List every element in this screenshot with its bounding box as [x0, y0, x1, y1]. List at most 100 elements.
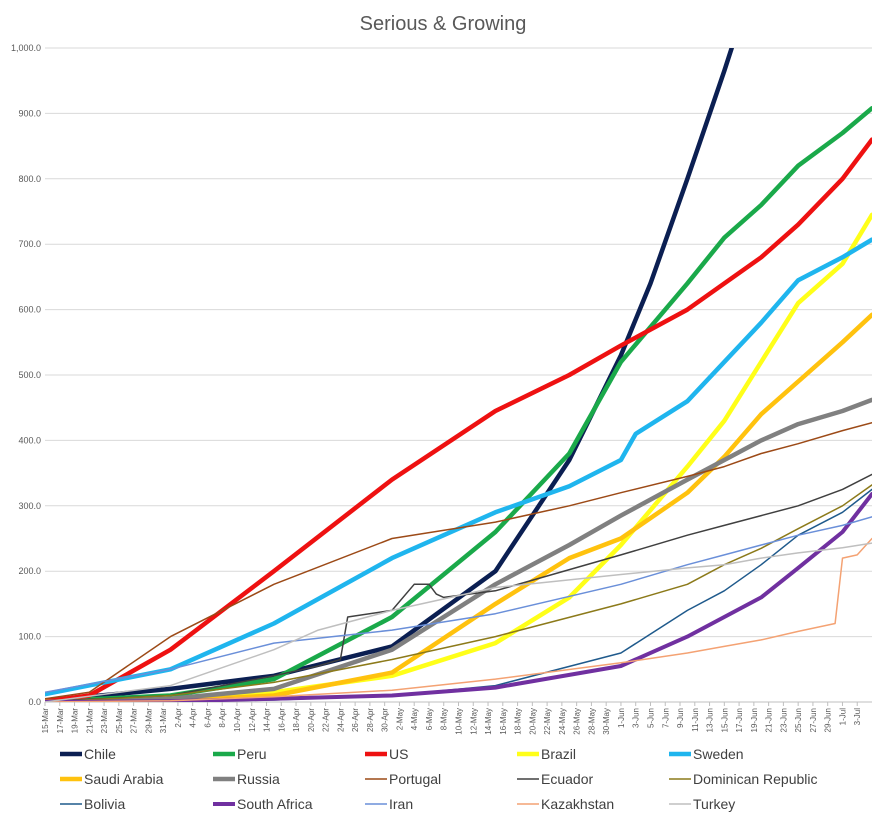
x-tick-label: 12-Apr — [248, 708, 257, 732]
x-tick-label: 27-Jun — [809, 708, 818, 732]
legend-label-kazakhstan: Kazakhstan — [541, 796, 614, 812]
series-line-russia — [45, 397, 872, 702]
x-tick-label: 30-May — [602, 708, 611, 735]
x-tick-label: 17-Mar — [56, 708, 65, 734]
x-tick-label: 13-Jun — [706, 708, 715, 732]
x-tick-label: 15-Mar — [41, 708, 50, 734]
y-tick-label: 0.0 — [28, 697, 41, 707]
x-tick-label: 12-May — [469, 708, 478, 735]
x-tick-label: 2-May — [395, 708, 404, 730]
series-line-chile — [45, 48, 734, 702]
x-tick-label: 28-Apr — [366, 708, 375, 732]
x-tick-label: 6-May — [425, 708, 434, 730]
x-tick-label: 14-Apr — [263, 708, 272, 732]
legend-label-sweden: Sweden — [693, 746, 744, 762]
x-tick-label: 16-May — [499, 708, 508, 735]
x-tick-label: 7-Jun — [661, 708, 670, 728]
series-line-iran — [45, 516, 872, 693]
x-tick-label: 22-Apr — [322, 708, 331, 732]
series-line-dominican-republic — [45, 484, 872, 702]
x-tick-label: 24-Apr — [336, 708, 345, 732]
x-tick-label: 4-Apr — [189, 708, 198, 728]
series-line-us — [45, 137, 872, 702]
legend-label-ecuador: Ecuador — [541, 771, 593, 787]
legend-label-peru: Peru — [237, 746, 267, 762]
x-tick-label: 26-Apr — [351, 708, 360, 732]
x-tick-label: 15-Jun — [720, 708, 729, 732]
x-tick-label: 10-May — [455, 708, 464, 735]
series-line-sweden — [45, 237, 872, 697]
x-tick-label: 11-Jun — [691, 708, 700, 732]
x-tick-label: 4-May — [410, 708, 419, 730]
x-tick-label: 1-Jun — [617, 708, 626, 728]
x-tick-label: 3-Jun — [632, 708, 641, 728]
x-tick-label: 20-May — [528, 708, 537, 735]
y-axis: 0.0 100.0 200.0 300.0 400.0 500.0 600.0 700.0 80… — [11, 43, 41, 707]
legend-label-dominican-republic: Dominican Republic — [693, 771, 818, 787]
series-lines — [45, 48, 872, 702]
x-tick-label: 28-May — [587, 708, 596, 735]
legend-label-iran: Iran — [389, 796, 413, 812]
x-tick-label: 27-Mar — [130, 708, 139, 734]
y-tick-label: 900.0 — [18, 108, 41, 118]
series-line-saudi-arabia — [45, 312, 872, 702]
x-tick-label: 23-Jun — [779, 708, 788, 732]
x-tick-label: 26-May — [573, 708, 582, 735]
gridlines — [45, 47, 872, 703]
x-tick-label: 19-Mar — [71, 708, 80, 734]
legend: Chile Peru US Brazil Sweden Saudi Arabia Russi… — [60, 746, 818, 812]
legend-label-us: US — [389, 746, 408, 762]
x-axis: 15-Mar 17-Mar 19-Mar 21-Mar 23-Mar 25-Mar 27-M… — [41, 702, 862, 735]
x-tick-label: 24-May — [558, 708, 567, 735]
x-tick-label: 23-Mar — [100, 708, 109, 734]
x-tick-label: 2-Apr — [174, 708, 183, 728]
series-line-kazakhstan — [45, 537, 872, 702]
x-tick-label: 30-Apr — [381, 708, 390, 732]
legend-label-saudi-arabia: Saudi Arabia — [84, 771, 164, 787]
x-tick-label: 8-Apr — [218, 708, 227, 728]
x-tick-label: 8-May — [440, 708, 449, 730]
x-tick-label: 3-Jul — [853, 708, 862, 726]
y-tick-label: 500.0 — [18, 370, 41, 380]
x-tick-label: 5-Jun — [646, 708, 655, 728]
legend-label-brazil: Brazil — [541, 746, 576, 762]
x-tick-label: 16-Apr — [277, 708, 286, 732]
y-tick-label: 400.0 — [18, 435, 41, 445]
series-line-ecuador — [45, 473, 872, 702]
series-line-south-africa — [45, 492, 872, 702]
legend-label-chile: Chile — [84, 746, 116, 762]
chart-title: Serious & Growing — [360, 13, 527, 35]
x-tick-label: 20-Apr — [307, 708, 316, 732]
x-tick-label: 29-Mar — [144, 708, 153, 734]
x-tick-label: 22-May — [543, 708, 552, 735]
y-tick-label: 100.0 — [18, 632, 41, 642]
x-tick-label: 29-Jun — [824, 708, 833, 732]
x-tick-label: 14-May — [484, 708, 493, 735]
x-tick-label: 1-Jul — [838, 708, 847, 726]
x-tick-label: 25-Jun — [794, 708, 803, 732]
x-tick-label: 25-Mar — [115, 708, 124, 734]
series-line-peru — [45, 105, 872, 702]
x-tick-label: 9-Jun — [676, 708, 685, 728]
series-line-brazil — [45, 212, 872, 702]
x-tick-label: 21-Mar — [85, 708, 94, 734]
y-tick-label: 200.0 — [18, 566, 41, 576]
y-tick-label: 600.0 — [18, 305, 41, 315]
x-tick-label: 6-Apr — [203, 708, 212, 728]
x-tick-label: 18-Apr — [292, 708, 301, 732]
x-tick-label: 19-Jun — [750, 708, 759, 732]
legend-label-portugal: Portugal — [389, 771, 441, 787]
y-tick-label: 1,000.0 — [11, 43, 41, 53]
x-tick-label: 17-Jun — [735, 708, 744, 732]
legend-label-bolivia: Bolivia — [84, 796, 125, 812]
x-tick-label: 18-May — [514, 708, 523, 735]
x-tick-label: 31-Mar — [159, 708, 168, 734]
legend-label-turkey: Turkey — [693, 796, 735, 812]
legend-label-russia: Russia — [237, 771, 280, 787]
legend-label-south-africa: South Africa — [237, 796, 313, 812]
x-tick-label: 10-Apr — [233, 708, 242, 732]
y-tick-label: 300.0 — [18, 501, 41, 511]
series-line-portugal — [45, 421, 872, 700]
x-tick-label: 21-Jun — [765, 708, 774, 732]
